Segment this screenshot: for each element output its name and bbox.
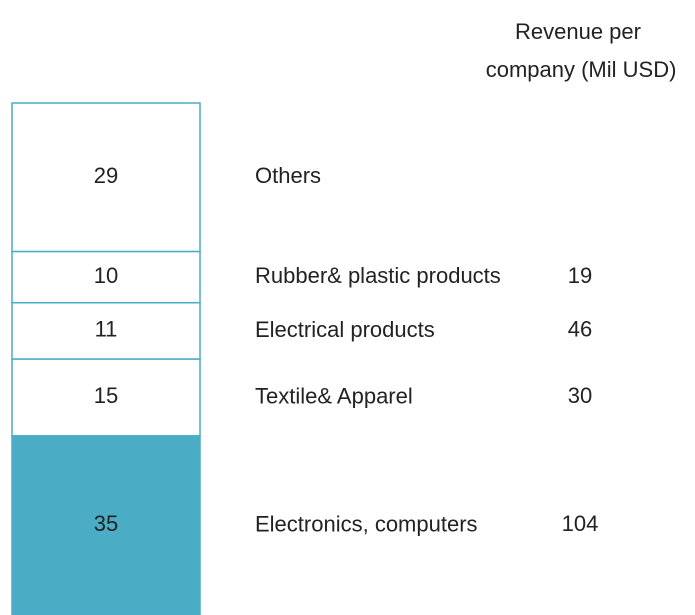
bar-segment: [11, 250, 201, 304]
data-label: 35: [94, 511, 118, 536]
revenue-value: 30: [568, 383, 592, 408]
bar-segment: [11, 102, 201, 253]
revenue-value: 104: [562, 511, 599, 536]
revenue-header: Revenue per company (Mil USD): [480, 19, 677, 82]
data-label: 29: [94, 163, 118, 188]
bar-segment: [11, 435, 201, 615]
revenue-value: 19: [568, 263, 592, 288]
data-label: 10: [94, 263, 118, 288]
category-label: Others: [255, 163, 321, 188]
bar-segment: [11, 358, 201, 437]
revenue-value: 46: [568, 317, 592, 342]
data-label: 15: [94, 383, 118, 408]
data-label: 11: [95, 317, 118, 342]
category-label: Electrical products: [255, 317, 435, 342]
category-label: Rubber& plastic products: [255, 263, 501, 288]
category-label: Electronics, computers: [255, 511, 478, 536]
category-label: Textile& Apparel: [255, 383, 413, 408]
